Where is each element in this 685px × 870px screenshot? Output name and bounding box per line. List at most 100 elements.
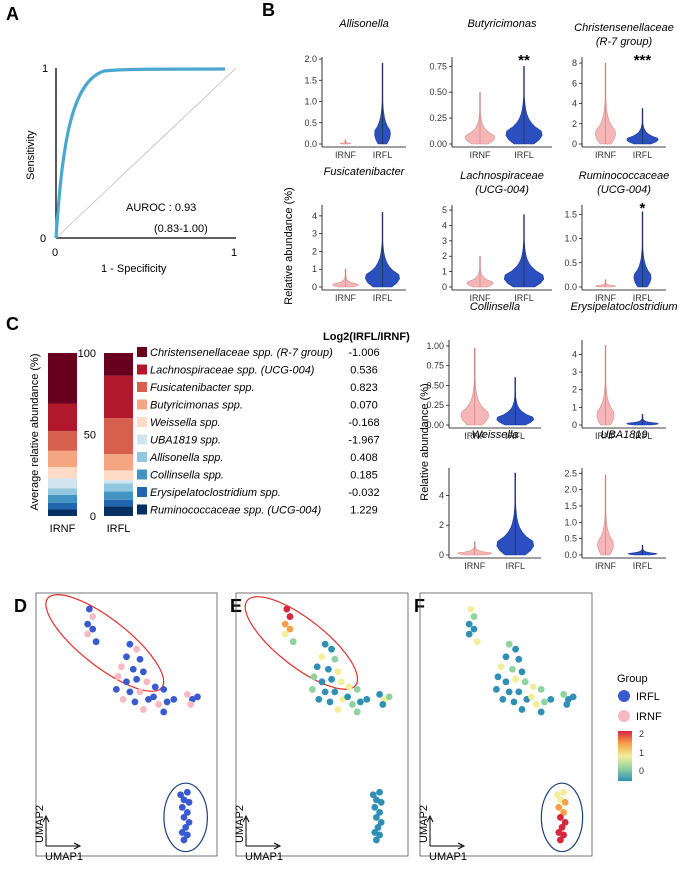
umap-point <box>376 788 383 796</box>
violin-tick-label: 2.5 <box>564 468 577 478</box>
violin-plot-7: 0.00 0.25 0.50 0.75 1.00 Collinsella IRNF IRFL <box>426 301 541 441</box>
violin-tick-label: 0 <box>439 550 444 560</box>
umap-point <box>512 675 519 683</box>
umap-point <box>140 706 147 713</box>
legend-marker-irfl <box>618 690 630 702</box>
taxon-log2: 0.408 <box>350 452 378 464</box>
violin-title: Butyricimonas <box>467 18 537 30</box>
umap-point <box>143 678 151 686</box>
umap-point <box>126 688 134 696</box>
umap-point <box>470 613 478 620</box>
umap-point <box>160 708 168 716</box>
umap-point <box>183 808 191 816</box>
umap-point <box>133 645 141 653</box>
violin-group-label: IRFL <box>514 293 534 303</box>
taxon-name: Christensenellaceae spp. (R-7 group) <box>150 347 333 359</box>
violin-tick-label: 0.0 <box>564 550 577 560</box>
violin-group-label: IRFL <box>373 150 393 160</box>
umap-point <box>194 693 201 701</box>
umap-point <box>465 630 473 638</box>
umap-point <box>283 605 291 613</box>
violin-title: Ruminococcaceae <box>579 170 670 182</box>
violin-tick-label: 1 <box>442 267 447 277</box>
umap-point <box>557 813 564 821</box>
umap-point <box>512 645 519 653</box>
stacked-tick: 100 <box>78 348 96 360</box>
violin-tick-label: 0.25 <box>426 400 444 410</box>
stacked-segment-irfl <box>104 506 133 516</box>
violin-title: Christensenellaceae <box>574 22 674 34</box>
violin-tick-label: 0.75 <box>426 361 444 371</box>
roc-curve <box>54 67 226 239</box>
umap-point <box>155 701 163 708</box>
taxon-name: Erysipelatoclostridium spp. <box>150 487 281 499</box>
violin-tick-label: 0.50 <box>426 380 444 390</box>
stacked-segment-irfl <box>104 375 133 419</box>
stacked-ylabel: Average relative abundance (%) <box>29 354 41 511</box>
umap-point <box>497 663 505 671</box>
violin-group-label: IRFL <box>505 561 525 571</box>
stacked-segment-irnf <box>48 494 77 503</box>
umap-point <box>547 696 555 703</box>
umap-point <box>281 620 289 628</box>
umap-point <box>126 640 134 648</box>
violin-tick-label: 0 <box>442 282 447 292</box>
violin-plot-6: 0.0 0.5 1.0 1.5 Ruminococcaceae (UCG-004) IRNF… <box>564 170 669 303</box>
umap-point <box>376 690 383 698</box>
stacked-tick: 50 <box>84 430 96 442</box>
legend-title: Group <box>617 673 648 685</box>
umap-panel-3: UMAP1 UMAP2 <box>418 592 593 863</box>
violin-tick-label: 4 <box>572 349 577 359</box>
taxon-name: Lachnospiraceae spp. (UCG-004) <box>150 365 315 377</box>
violin-subtitle: (R-7 group) <box>596 36 653 48</box>
roc-tick-x1: 1 <box>231 247 237 259</box>
umap-point <box>318 678 326 686</box>
violin-group-label: IRFL <box>633 150 653 160</box>
umap-frame <box>35 592 218 857</box>
umap-point <box>187 701 195 708</box>
taxon-log2: 0.823 <box>350 382 378 394</box>
taxon-name: Fusicatenibacter spp. <box>150 382 255 394</box>
violin-tick-label: 0 <box>572 420 577 430</box>
umap-point <box>183 690 191 698</box>
legend-marker-irnf <box>618 710 630 722</box>
violin-group-label: IRNF <box>595 431 616 441</box>
umap-point <box>353 685 361 693</box>
violin-tick-label: 2 <box>572 385 577 395</box>
umap-point <box>515 688 523 696</box>
umap-point <box>553 791 561 799</box>
umap-point <box>537 685 545 693</box>
taxon-name: Collinsella spp. <box>150 470 224 482</box>
taxon-log2: -1.006 <box>348 347 379 359</box>
stacked-bar-chart: 0 50 100 IRNF IRFL Christensenellaceae spp. (… <box>48 347 380 535</box>
umap-point <box>357 698 364 706</box>
umap-point <box>84 620 92 628</box>
violin-group-label: IRFL <box>633 561 653 571</box>
umap-point <box>334 668 342 676</box>
panel-label-f: F <box>414 596 425 616</box>
violin-tick-label: 0.5 <box>304 118 317 128</box>
umap-point <box>328 675 335 683</box>
umap-point <box>310 673 318 681</box>
taxon-log2: -0.032 <box>348 487 379 499</box>
umap-ellipse-red <box>244 596 359 690</box>
violin-group-label: IRNF <box>464 431 485 441</box>
violin-group-label: IRNF <box>595 293 616 303</box>
violin-group-label: IRFL <box>505 431 525 441</box>
umap-point <box>529 683 537 691</box>
stacked-segment-irnf <box>48 431 77 451</box>
umap-point <box>560 788 567 796</box>
umap-point <box>177 791 184 799</box>
roc-tick-y0: 0 <box>40 233 46 245</box>
stacked-segment-irnf <box>48 450 77 468</box>
umap-point <box>374 824 382 831</box>
umap-point <box>557 836 564 844</box>
umap-ellipse-blue <box>163 782 208 853</box>
stacked-segment-irnf <box>48 478 77 489</box>
umap-ellipse-blue <box>540 782 584 853</box>
umap-point <box>494 673 502 681</box>
violin-tick-label: 5 <box>442 205 447 215</box>
violin-group-label: IRFL <box>633 431 653 441</box>
